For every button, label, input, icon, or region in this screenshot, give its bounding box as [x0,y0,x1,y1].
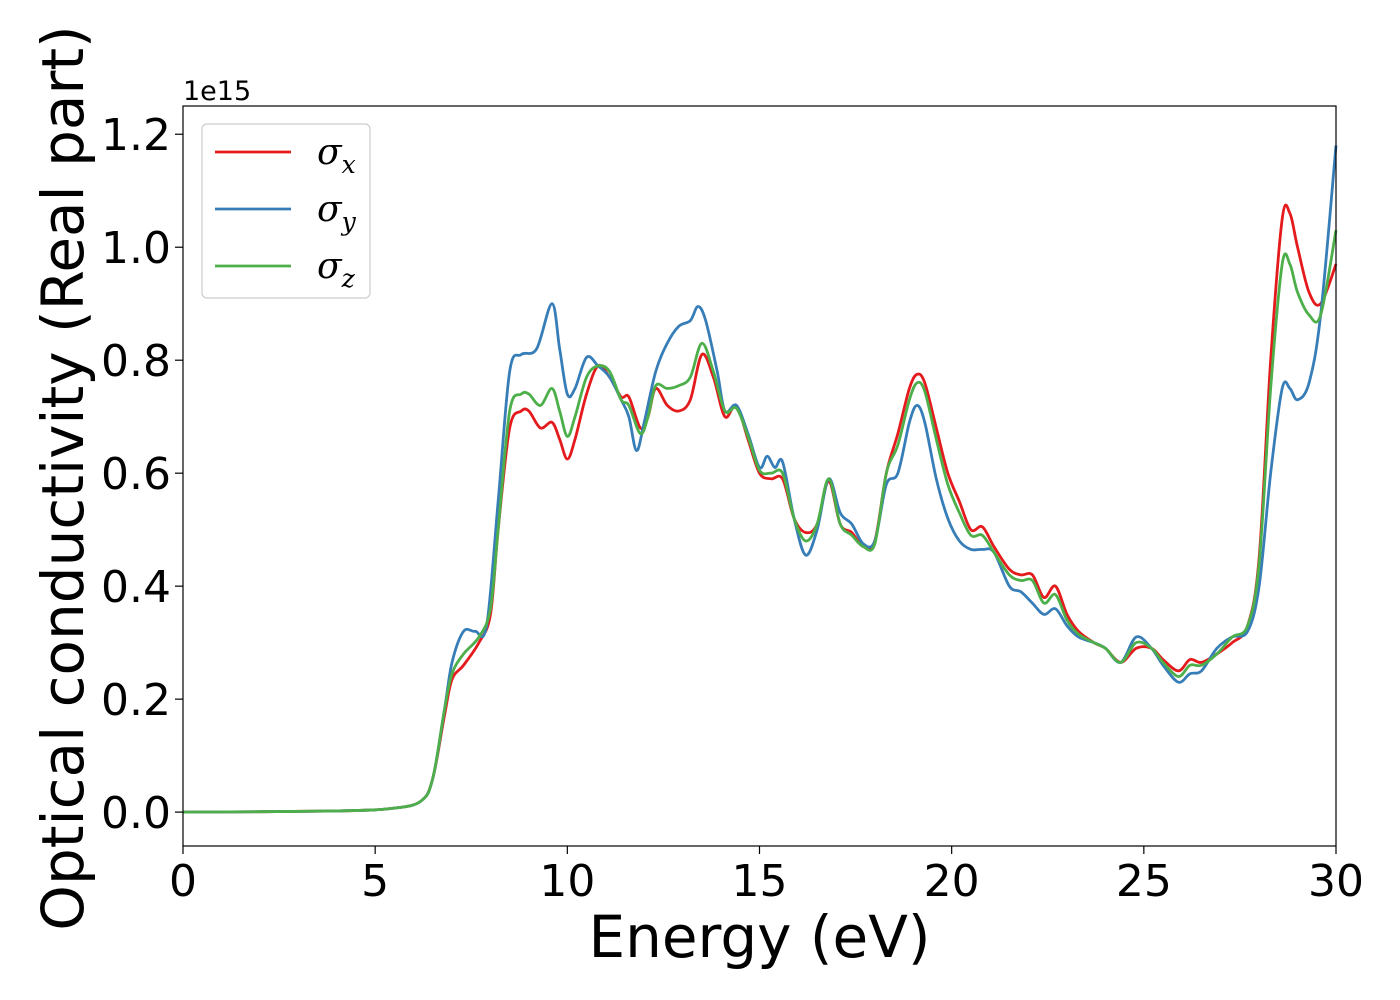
x-tick-label: 15 [732,856,788,907]
y-tick-label: 1.2 [101,110,171,161]
y-tick-label: 0.0 [101,788,171,839]
y-tick-label: 0.6 [101,449,171,500]
y-axis: 0.0 0.2 0.4 0.6 0.8 1.0 1.2 [101,110,183,839]
y-axis-title: Optical conductivity (Real part) [29,25,97,930]
x-axis-title: Energy (eV) [588,903,930,971]
y-tick-label: 1.0 [101,223,171,274]
series-layer [182,145,1338,814]
legend-label-subscript: y [341,207,357,236]
legend-label-z: σz [317,246,356,293]
x-tick-label: 10 [539,856,595,907]
legend-label-subscript: z [341,264,356,293]
legend-box [201,123,371,299]
x-tick-label: 20 [924,856,980,907]
x-tick-label: 25 [1116,856,1172,907]
legend-item-x: σx [215,132,356,179]
x-axis: 0 5 10 15 20 25 30 [169,846,1364,907]
x-tick-label: 0 [169,856,197,907]
legend-label-base: σ [317,246,343,287]
legend-item-z: σz [215,246,356,293]
series-line-z [182,230,1338,814]
legend-label-y: σy [317,189,357,236]
x-tick-label: 30 [1308,856,1364,907]
legend-label-subscript: x [342,150,356,179]
legend-label-base: σ [317,189,343,230]
y-tick-label: 0.2 [101,675,171,726]
y-tick-label: 0.4 [101,562,171,613]
legend-item-y: σy [215,189,357,236]
y-tick-label: 0.8 [101,336,171,387]
y-axis-offset-text: 1e15 [183,76,251,107]
x-tick-label: 5 [361,856,389,907]
legend-label-x: σx [317,132,356,179]
legend-label-base: σ [317,132,343,173]
